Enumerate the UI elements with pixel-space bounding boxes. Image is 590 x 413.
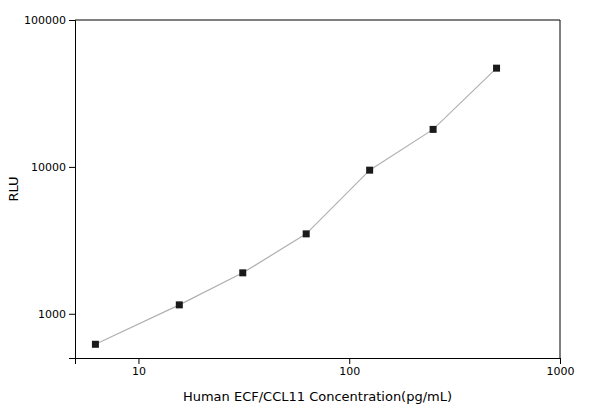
tick-label: 100000 bbox=[24, 14, 66, 27]
tick: 10 bbox=[132, 358, 146, 378]
tick-label: 1000 bbox=[38, 308, 66, 321]
y-axis: 1000 10000 100000 bbox=[24, 14, 76, 358]
marker bbox=[239, 269, 246, 276]
axis-line bbox=[76, 359, 561, 365]
y-axis-title: RLU bbox=[6, 176, 21, 201]
marker bbox=[430, 126, 437, 133]
line bbox=[95, 68, 496, 344]
tick-mark bbox=[138, 358, 139, 364]
tick-label: 100 bbox=[339, 365, 360, 378]
x-axis: 10 100 1000 bbox=[76, 358, 575, 378]
tick-label: 1000 bbox=[547, 365, 575, 378]
chart: 10 100 1000 1000 10000 100000 Human ECF/CCL11 … bbox=[0, 0, 590, 413]
tick-mark bbox=[560, 358, 561, 364]
tick: 1000 bbox=[38, 308, 75, 321]
tick-mark bbox=[69, 20, 75, 21]
frame bbox=[560, 20, 561, 358]
marks bbox=[92, 65, 500, 348]
x-axis-title: Human ECF/CCL11 Concentration(pg/mL) bbox=[183, 389, 452, 404]
marker bbox=[92, 341, 99, 348]
marker bbox=[303, 230, 310, 237]
axis-line bbox=[69, 21, 76, 359]
tick-label: 10000 bbox=[31, 161, 66, 174]
frame bbox=[75, 20, 560, 21]
tick-mark bbox=[349, 358, 350, 364]
tick-mark bbox=[69, 167, 75, 168]
marker bbox=[366, 167, 373, 174]
tick: 1000 bbox=[547, 358, 575, 378]
tick-label: 10 bbox=[132, 365, 146, 378]
marker bbox=[176, 301, 183, 308]
tick-mark bbox=[69, 314, 75, 315]
tick: 10000 bbox=[31, 161, 75, 174]
tick: 100 bbox=[339, 358, 360, 378]
tick: 100000 bbox=[24, 14, 75, 27]
plot-area: 10 100 1000 1000 10000 100000 bbox=[24, 14, 575, 378]
marker bbox=[493, 65, 500, 72]
